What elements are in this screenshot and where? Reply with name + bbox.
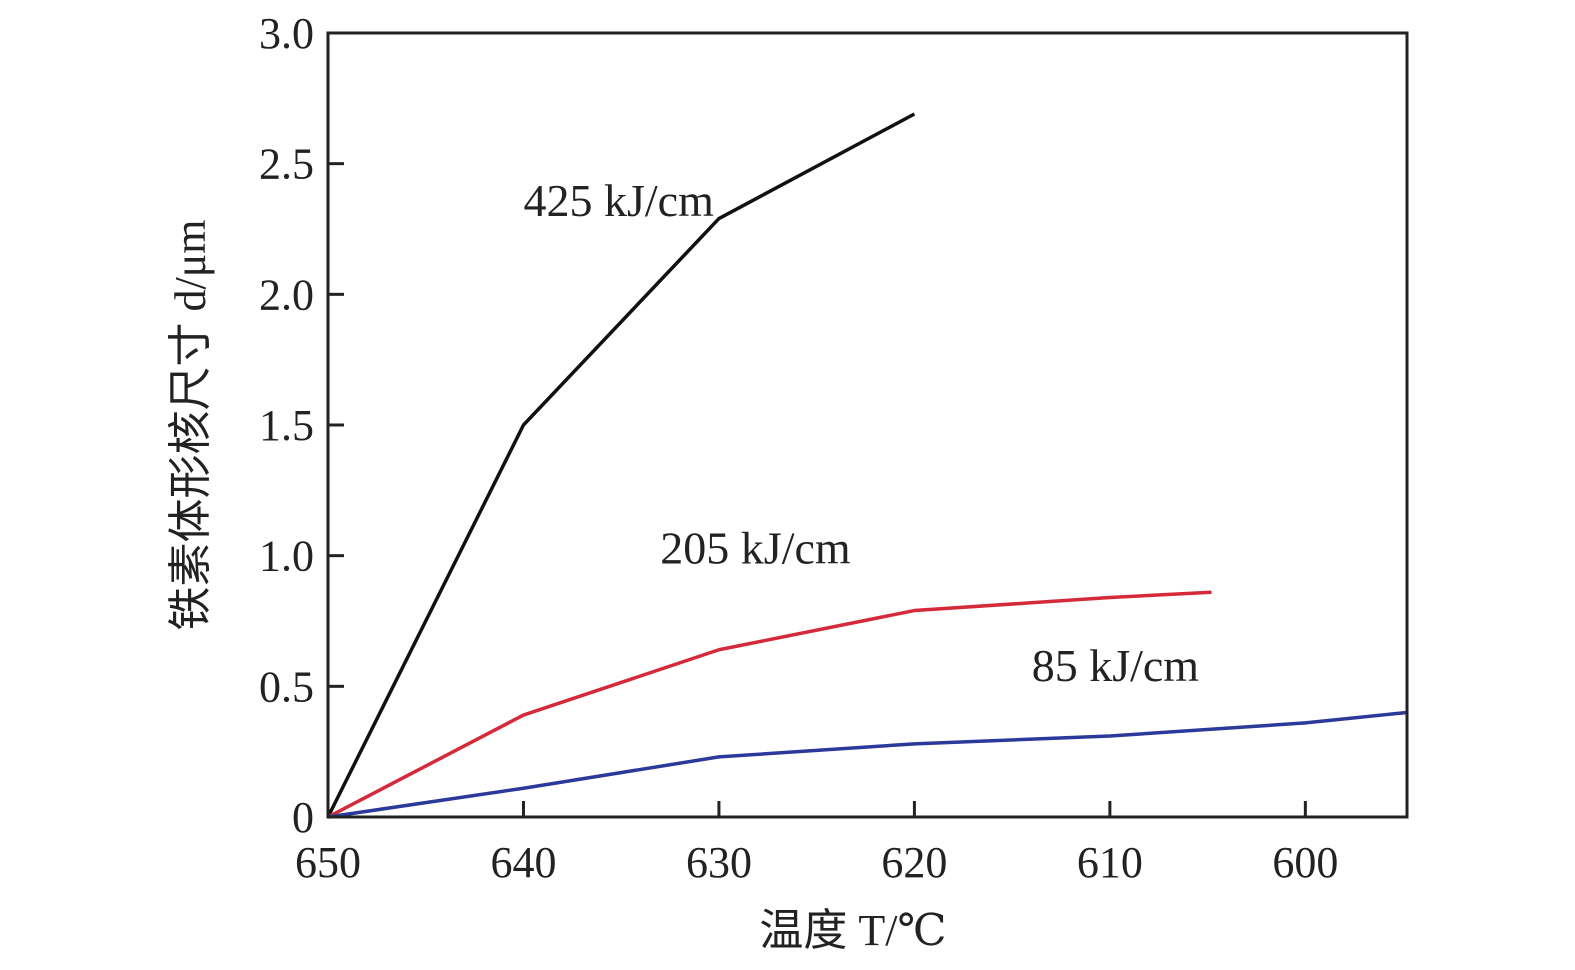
series-label-2: 85 kJ/cm (1032, 640, 1200, 691)
y-tick-label: 1.0 (259, 532, 314, 581)
x-tick-label: 620 (881, 838, 947, 887)
series-label-1: 205 kJ/cm (660, 523, 851, 574)
plot-frame (326, 31, 1409, 819)
ticks-layer: 650 640 630 620 610 600 0 0.5 1.0 1.5 2.0 2.5 3.0 (259, 9, 1338, 887)
y-tick-label: 2.0 (259, 270, 314, 319)
y-axis-label: 铁素体形核尺寸 d/μm (166, 219, 215, 630)
y-tick-label: 0 (292, 793, 314, 842)
y-tick-label: 3.0 (259, 9, 314, 58)
series-line-0 (326, 112, 916, 818)
x-axis-label: 温度 T/℃ (759, 906, 946, 955)
series-layer: 425 kJ/cm 205 kJ/cm 85 kJ/cm (326, 112, 1408, 819)
series-line-1 (327, 590, 1212, 819)
x-tick-label: 630 (686, 838, 752, 887)
x-tick-label: 600 (1272, 838, 1338, 887)
y-tick-label: 0.5 (259, 662, 314, 711)
series-line-2 (327, 710, 1408, 819)
series-label-0: 425 kJ/cm (523, 175, 714, 226)
y-tick-label: 1.5 (259, 401, 314, 450)
y-tick-label: 2.5 (259, 140, 314, 189)
x-tick-label: 640 (490, 838, 556, 887)
x-tick-label: 610 (1077, 838, 1143, 887)
x-tick-label: 650 (295, 838, 361, 887)
